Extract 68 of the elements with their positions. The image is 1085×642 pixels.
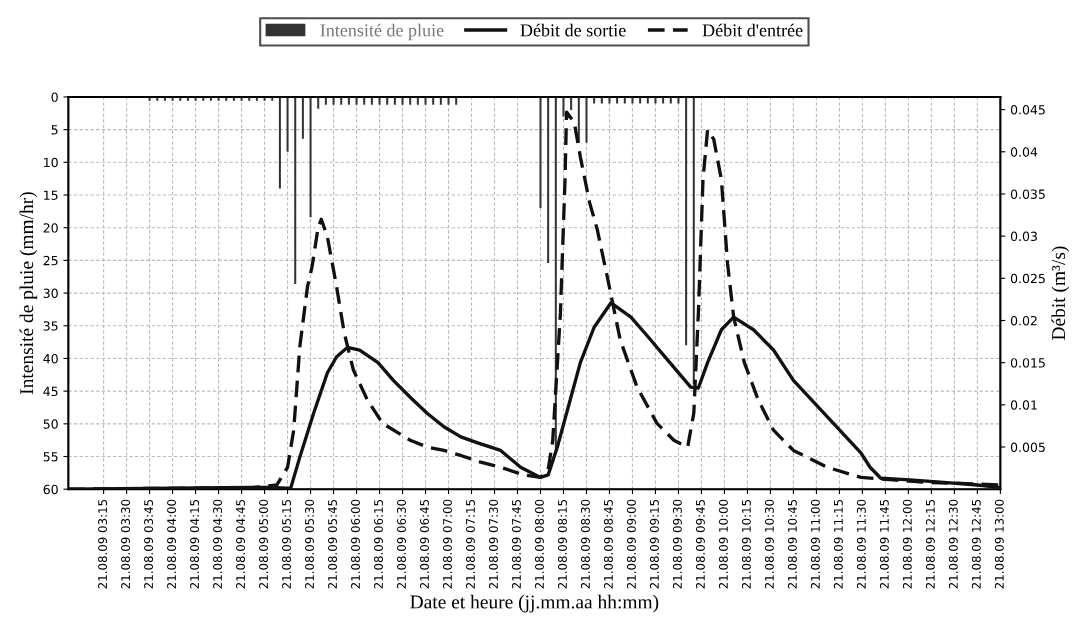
x-tick-label: 21.08.09 09:45 — [695, 499, 705, 589]
x-tick-label: 21.08.09 04:30 — [213, 499, 223, 589]
y2-tick-label: 0.035 — [1010, 189, 1045, 199]
y2-tick-label: 0.03 — [1010, 231, 1037, 242]
y2-tick-label: 0.02 — [1010, 315, 1037, 326]
y2-tick-label: 0.045 — [1010, 105, 1045, 115]
x-tick-label: 21.08.09 08:15 — [557, 499, 567, 589]
legend-label: Débit d'entrée — [702, 23, 803, 37]
x-tick-label: 21.08.09 05:45 — [328, 499, 337, 589]
x-tick-label: 21.08.09 12:30 — [948, 499, 958, 589]
x-tick-label: 21.08.09 09:00 — [626, 499, 636, 589]
x-tick-label: 21.08.09 13:00 — [994, 499, 1004, 589]
x-tick-label: 21.08.09 06:45 — [420, 499, 429, 589]
x-tick-label: 21.08.09 07:00 — [443, 499, 452, 589]
x-tick-label: 21.08.09 10:30 — [764, 499, 774, 589]
x-tick-label: 21.08.09 07:15 — [466, 499, 475, 589]
x-tick-label: 21.08.09 07:45 — [512, 499, 521, 589]
x-axis-title: Date et heure (jj.mm.aa hh:mm) — [410, 594, 659, 613]
y-tick-label: 50 — [43, 419, 58, 429]
x-tick-label: 21.08.09 05:15 — [282, 499, 291, 589]
y-tick-label: 0 — [51, 92, 58, 102]
y-tick-label: 10 — [44, 157, 58, 168]
y2-axis-title: Débit (m³/s) — [1051, 246, 1070, 340]
x-tick-label: 21.08.09 11:45 — [879, 499, 889, 589]
x-tick-label: 21.08.09 12:00 — [902, 499, 912, 589]
x-tick-label: 21.08.09 10:45 — [787, 499, 797, 589]
x-tick-label: 21.08.09 08:30 — [580, 499, 590, 589]
x-tick-label: 21.08.09 04:15 — [190, 499, 200, 589]
x-tick-label: 21.08.09 06:30 — [397, 499, 406, 589]
x-tick-label: 21.08.09 05:30 — [305, 499, 314, 589]
x-tick-label: 21.08.09 09:15 — [649, 499, 659, 589]
y-tick-label: 60 — [43, 484, 58, 495]
x-tick-label: 21.08.09 08:00 — [534, 499, 544, 589]
y2-tick-label: 0.04 — [1010, 147, 1038, 157]
x-tick-label: 21.08.09 05:00 — [259, 499, 268, 589]
x-tick-label: 21.08.09 11:15 — [833, 499, 843, 589]
y-tick-label: 30 — [43, 288, 58, 298]
y-tick-label: 15 — [44, 190, 58, 200]
y-tick-label: 25 — [43, 255, 58, 266]
y-tick-label: 20 — [43, 223, 58, 233]
x-tick-label: 21.08.09 11:00 — [810, 499, 820, 589]
y-tick-label: 55 — [43, 452, 58, 462]
y-axis-title: Intensité de pluie (mm/hr) — [19, 192, 38, 395]
x-tick-label: 21.08.09 04:45 — [236, 499, 245, 589]
y2-tick-label: 0.025 — [1010, 273, 1045, 284]
y-tick-label: 45 — [43, 386, 58, 397]
legend-label: Intensité de pluie — [320, 23, 444, 41]
x-tick-label: 21.08.09 07:30 — [489, 499, 498, 589]
y2-tick-label: 0.015 — [1010, 358, 1045, 368]
x-tick-label: 21.08.09 04:00 — [167, 499, 177, 589]
y2-tick-label: 0.01 — [1010, 400, 1037, 410]
x-tick-label: 21.08.09 06:00 — [351, 499, 360, 589]
y2-tick-label: 0.005 — [1010, 442, 1045, 452]
x-tick-label: 21.08.09 08:45 — [603, 499, 613, 589]
x-tick-label: 21.08.09 10:00 — [718, 499, 728, 589]
y-tick-label: 5 — [51, 125, 58, 135]
y-tick-label: 35 — [43, 321, 58, 331]
x-tick-label: 21.08.09 06:15 — [374, 499, 383, 589]
x-tick-label: 21.08.09 03:15 — [98, 499, 108, 589]
x-tick-label: 21.08.09 12:15 — [925, 499, 935, 589]
x-tick-label: 21.08.09 09:30 — [672, 499, 682, 589]
legend-label: Débit de sortie — [520, 23, 626, 37]
x-tick-label: 21.08.09 12:45 — [971, 499, 981, 589]
y-tick-label: 40 — [43, 353, 58, 364]
x-tick-label: 21.08.09 03:45 — [144, 499, 154, 589]
x-tick-label: 21.08.09 11:30 — [856, 499, 866, 589]
x-tick-label: 21.08.09 10:15 — [741, 499, 751, 589]
x-tick-label: 21.08.09 03:30 — [121, 499, 131, 589]
